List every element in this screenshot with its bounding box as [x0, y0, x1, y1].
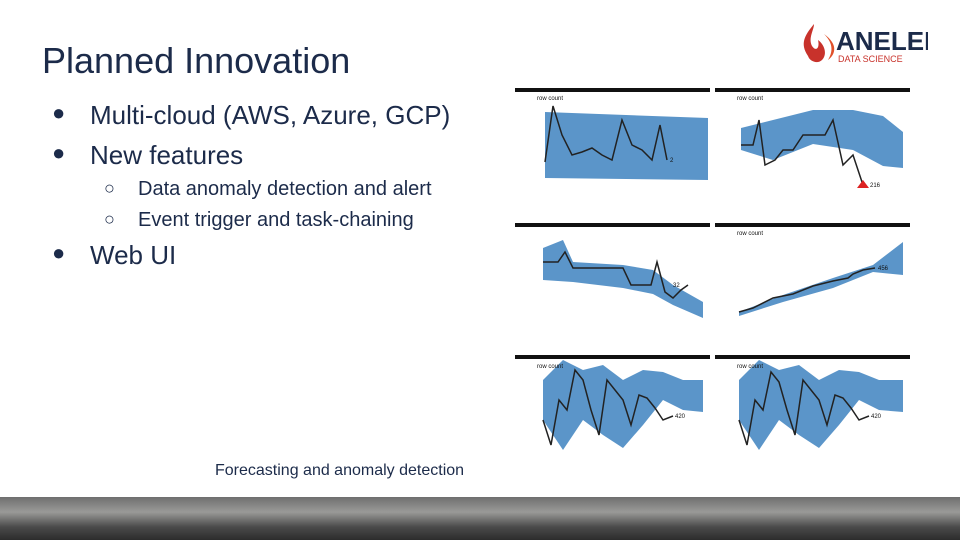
bullet-dot: ● — [52, 100, 66, 125]
panel-label: row count — [737, 231, 763, 237]
end-label: 216 — [870, 183, 881, 189]
sub-bullet: Event trigger and task-chaining — [138, 209, 414, 231]
figure-caption: Forecasting and anomaly detection — [215, 462, 465, 479]
footer-image — [0, 497, 960, 540]
sub-bullet-dot: ○ — [104, 209, 115, 229]
logo-name: ANELEN — [836, 26, 928, 56]
panel-label: row count — [737, 96, 763, 102]
panel-label: row count — [537, 364, 563, 370]
panel-2 — [741, 110, 903, 188]
panel-label: row count — [537, 96, 563, 102]
bullet-dot: ● — [52, 140, 66, 165]
bullet: Web UI — [90, 240, 177, 270]
end-label: 420 — [871, 414, 882, 420]
panel-6 — [738, 360, 903, 450]
end-label: 420 — [675, 414, 686, 420]
panel-label: row count — [737, 364, 763, 370]
panel-4 — [738, 242, 903, 316]
panel-5 — [542, 360, 703, 450]
sub-bullet-dot: ○ — [104, 178, 115, 198]
panel-3 — [543, 240, 703, 318]
end-label: 32 — [673, 283, 680, 289]
bullet: Multi-cloud (AWS, Azure, GCP) — [90, 100, 451, 130]
logo-tagline: DATA SCIENCE — [838, 54, 903, 64]
sub-bullet: Data anomaly detection and alert — [138, 178, 432, 200]
figure: row count row count row count row count … — [513, 80, 915, 483]
logo: ANELEN DATA SCIENCE — [803, 24, 928, 64]
panel-1 — [544, 105, 708, 180]
end-label: 2 — [670, 158, 674, 164]
bullet: New features — [90, 140, 244, 170]
panel-headers — [515, 88, 910, 359]
slide-title: Planned Innovation — [42, 40, 351, 81]
end-label: 456 — [878, 266, 889, 272]
bullet-dot: ● — [52, 240, 66, 265]
